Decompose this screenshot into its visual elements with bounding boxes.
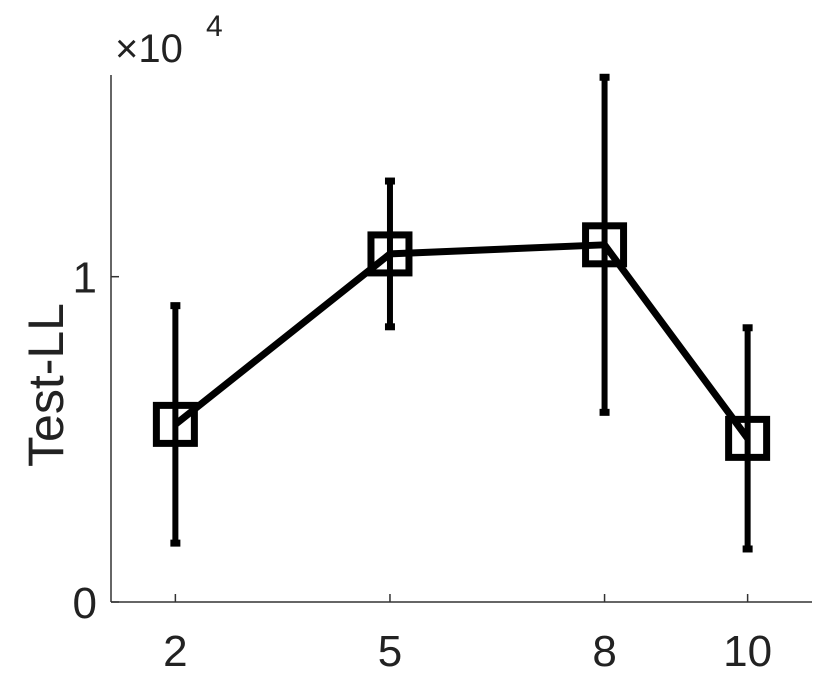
line [173, 241, 751, 441]
y-scale-label: ×10 [115, 27, 183, 71]
marker [582, 222, 628, 268]
x-tick-label: 8 [592, 627, 616, 676]
x-tick-label: 2 [163, 627, 187, 676]
marker [152, 401, 198, 447]
y-scale-exponent: 4 [206, 10, 223, 43]
x-tick-label: 5 [378, 627, 402, 676]
x-tick-label: 10 [723, 627, 772, 676]
marker [725, 415, 771, 461]
y-axis-label: Test-LL [18, 303, 74, 467]
y-tick-label: 0 [73, 579, 97, 628]
y-tick-label: 1 [73, 254, 97, 303]
marker [367, 231, 413, 277]
